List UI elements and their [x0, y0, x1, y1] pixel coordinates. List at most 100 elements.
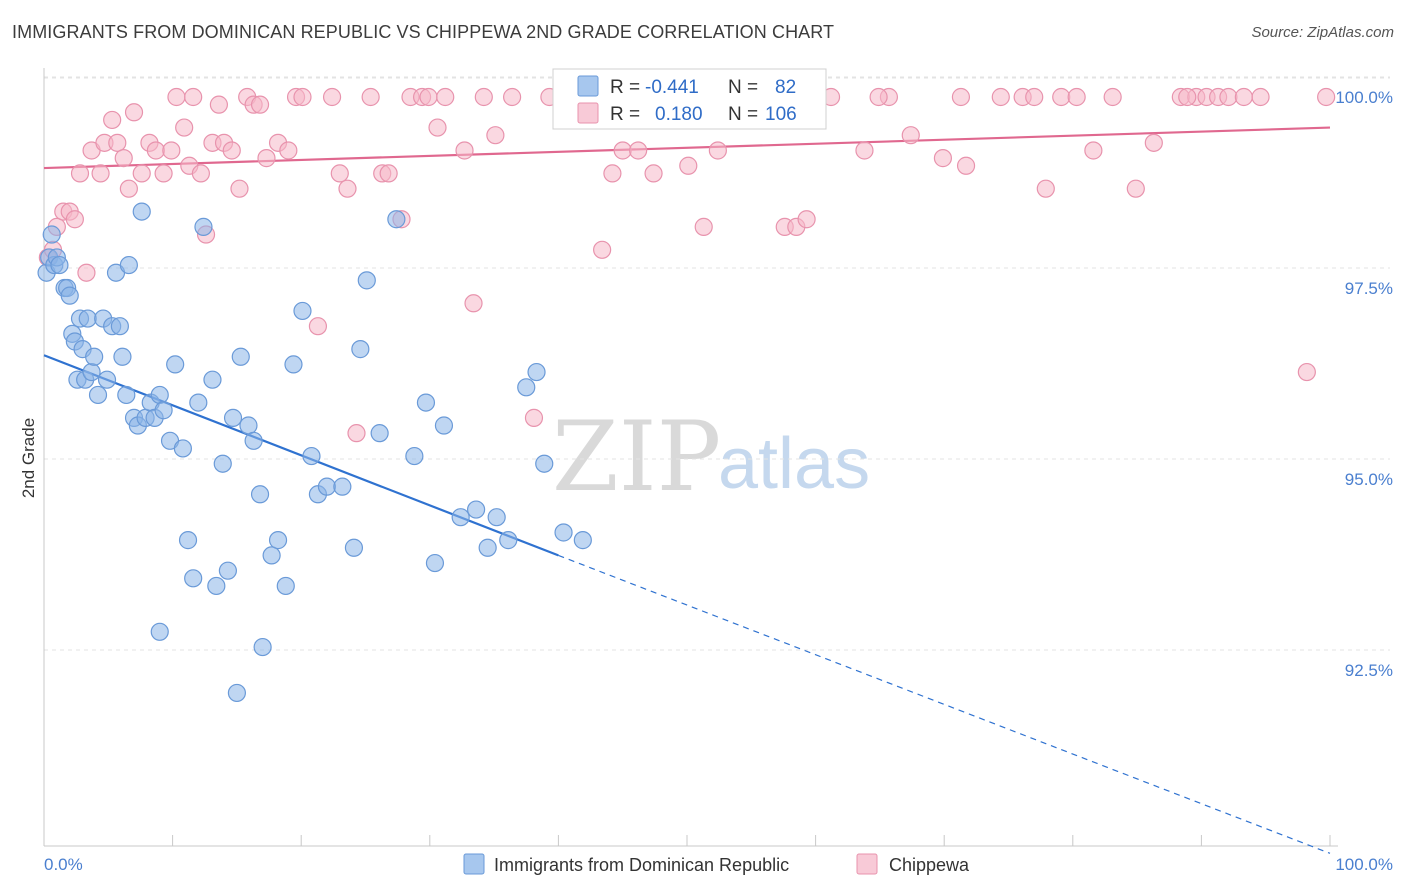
- y-tick-label: 92.5%: [1345, 661, 1393, 680]
- point-chippewa: [91, 164, 110, 183]
- point-dominican: [203, 370, 222, 389]
- point-dominican: [150, 622, 169, 641]
- point-chippewa: [679, 156, 698, 175]
- y-tick-label: 95.0%: [1345, 470, 1393, 489]
- legend-swatch-chippewa: [577, 102, 599, 124]
- point-dominican: [405, 446, 424, 466]
- legend-r-value-chippewa: 0.180: [655, 104, 703, 125]
- legend-n-label-chippewa: N =: [728, 104, 758, 125]
- point-chippewa: [869, 87, 888, 107]
- point-dominican: [85, 347, 104, 366]
- point-chippewa: [162, 141, 181, 160]
- point-chippewa: [191, 164, 210, 183]
- point-dominican: [82, 362, 101, 382]
- point-chippewa: [1178, 87, 1197, 107]
- point-chippewa: [524, 408, 544, 427]
- point-chippewa: [108, 133, 127, 152]
- point-chippewa: [154, 164, 173, 183]
- point-dominican: [117, 385, 136, 405]
- point-dominican: [78, 309, 97, 328]
- point-chippewa: [361, 87, 380, 107]
- point-dominican: [434, 416, 454, 435]
- point-dominican: [284, 355, 303, 374]
- point-chippewa: [103, 110, 122, 130]
- legend-r-label-dominican: R =: [610, 77, 640, 98]
- point-dominican: [317, 477, 337, 496]
- point-dominican: [50, 255, 69, 275]
- point-dominican: [119, 255, 138, 275]
- point-dominican: [239, 416, 258, 435]
- point-dominican: [150, 385, 169, 405]
- point-chippewa: [250, 95, 270, 114]
- point-dominican: [387, 210, 406, 229]
- legend-swatch-dominican: [577, 75, 599, 97]
- point-dominican: [554, 523, 573, 542]
- point-dominican: [262, 546, 281, 565]
- point-chippewa: [1317, 87, 1336, 107]
- point-chippewa: [991, 87, 1010, 107]
- point-chippewa: [347, 424, 366, 443]
- point-chippewa: [1103, 87, 1122, 107]
- legend-n-label-dominican: N =: [728, 77, 758, 98]
- series-legend-swatch-dominican: [463, 853, 485, 875]
- y-tick-label: 97.5%: [1345, 279, 1393, 298]
- point-chippewa: [1234, 87, 1253, 107]
- point-dominican: [344, 538, 364, 557]
- point-chippewa: [901, 126, 920, 145]
- point-dominican: [250, 485, 270, 504]
- y-axis-label: 2nd Grade: [19, 418, 38, 498]
- x-tick-label: 100.0%: [1335, 855, 1393, 874]
- point-dominican: [451, 508, 470, 527]
- chart-title: IMMIGRANTS FROM DOMINICAN REPUBLIC VS CH…: [12, 22, 835, 42]
- point-dominican: [173, 439, 192, 458]
- point-chippewa: [694, 217, 713, 236]
- point-dominican: [194, 217, 213, 236]
- series-legend-label-dominican: Immigrants from Dominican Republic: [494, 855, 789, 875]
- legend-r-label-chippewa: R =: [610, 104, 640, 125]
- point-chippewa: [209, 95, 228, 114]
- point-dominican: [88, 385, 108, 405]
- point-dominican: [178, 531, 198, 550]
- point-chippewa: [951, 87, 971, 107]
- point-chippewa: [222, 141, 241, 160]
- point-chippewa: [184, 87, 203, 107]
- point-dominican: [293, 301, 312, 321]
- point-dominican: [184, 569, 203, 588]
- point-dominican: [42, 225, 61, 244]
- series-legend-swatch-chippewa: [856, 853, 878, 875]
- point-chippewa: [1251, 87, 1270, 107]
- point-chippewa: [956, 156, 976, 175]
- point-dominican: [218, 561, 237, 580]
- point-chippewa: [1067, 87, 1086, 107]
- point-dominican: [333, 477, 352, 496]
- point-chippewa: [257, 149, 276, 168]
- series-legend-label-chippewa: Chippewa: [889, 855, 970, 875]
- point-dominican: [517, 378, 536, 397]
- axes: [43, 68, 1338, 847]
- point-dominican: [527, 362, 546, 382]
- y-tick-labels: 100.0% 97.5% 95.0% 92.5%: [1335, 88, 1393, 680]
- point-chippewa: [230, 179, 249, 198]
- point-dominican: [573, 531, 592, 550]
- point-chippewa: [132, 164, 151, 183]
- point-chippewa: [1126, 179, 1145, 198]
- data-points: [37, 87, 1336, 703]
- point-dominican: [166, 355, 185, 374]
- point-chippewa: [1144, 133, 1163, 152]
- series-legend: Immigrants from Dominican Republic Chipp…: [463, 853, 970, 875]
- point-chippewa: [593, 240, 612, 259]
- source-credit: Source: ZipAtlas.com: [1251, 24, 1394, 41]
- point-chippewa: [146, 141, 165, 160]
- watermark-atlas: atlas: [718, 424, 870, 504]
- point-chippewa: [308, 317, 328, 336]
- point-dominican: [535, 454, 554, 473]
- trend-line-dominican-extension: [558, 554, 1331, 854]
- point-dominican: [110, 317, 129, 336]
- point-chippewa: [379, 164, 398, 183]
- point-dominican: [370, 424, 389, 443]
- point-chippewa: [114, 149, 133, 168]
- point-dominican: [302, 446, 321, 466]
- point-chippewa: [338, 179, 357, 198]
- y-tick-label: 100.0%: [1335, 88, 1393, 107]
- point-chippewa: [1036, 179, 1055, 198]
